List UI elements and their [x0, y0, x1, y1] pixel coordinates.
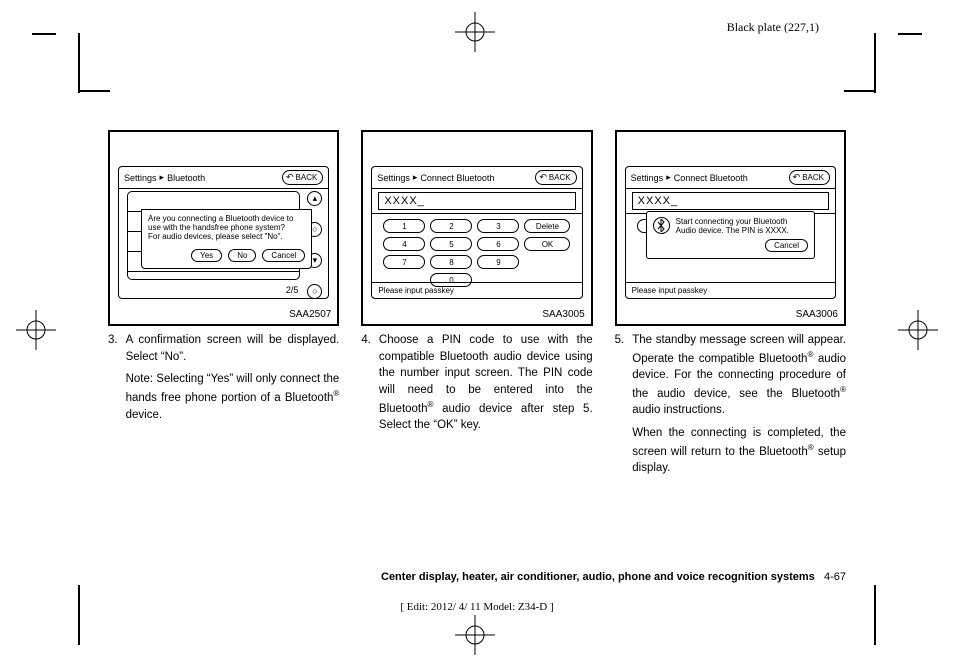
cancel-button[interactable]: Cancel	[262, 249, 305, 262]
crop-mark	[844, 90, 876, 92]
registration-mark-icon	[898, 310, 938, 350]
screen-footer: Please input passkey	[372, 282, 581, 298]
dialog-text: use with the handsfree phone system?	[148, 223, 305, 232]
keypad: 1 2 3 Delete 4 5 6 OK 7	[372, 214, 581, 287]
section-title: Center display, heater, air conditioner,…	[381, 571, 815, 583]
back-arrow-icon: ↶	[793, 172, 801, 183]
cancel-button[interactable]: Cancel	[765, 239, 808, 252]
figure-1: Settings ▸ Bluetooth ↶ BACK ▴	[108, 130, 339, 326]
breadcrumb: Settings ▸ Bluetooth ↶ BACK	[119, 167, 328, 189]
chevron-right-icon: ▸	[666, 172, 671, 183]
column-3: Settings ▸ Connect Bluetooth ↶ BACK XXXX…	[615, 130, 846, 483]
key-7[interactable]: 7	[383, 255, 425, 269]
edit-line: [ Edit: 2012/ 4/ 11 Model: Z34-D ]	[0, 601, 954, 613]
key-6[interactable]: 6	[477, 237, 519, 251]
key-1[interactable]: 1	[383, 219, 425, 233]
column-1: Settings ▸ Bluetooth ↶ BACK ▴	[108, 130, 339, 483]
back-button-label: BACK	[296, 173, 318, 182]
figure-2: Settings ▸ Connect Bluetooth ↶ BACK XXXX…	[361, 130, 592, 326]
registered-trademark-icon: ®	[428, 400, 434, 409]
registration-mark-icon	[455, 12, 495, 52]
step-text: audio instructions.	[632, 404, 725, 416]
key-3[interactable]: 3	[477, 219, 519, 233]
registered-trademark-icon: ®	[807, 350, 813, 359]
crop-mark	[32, 33, 56, 35]
registered-trademark-icon: ®	[333, 389, 339, 398]
registration-mark-icon	[455, 615, 495, 655]
figure-2-screen: Settings ▸ Connect Bluetooth ↶ BACK XXXX…	[371, 166, 582, 299]
column-2: Settings ▸ Connect Bluetooth ↶ BACK XXXX…	[361, 130, 592, 483]
key-5[interactable]: 5	[430, 237, 472, 251]
circle-icon[interactable]: ○	[307, 284, 322, 299]
dialog-text: Are you connecting a Bluetooth device to	[148, 214, 305, 223]
figure-label: SAA2507	[289, 309, 331, 320]
registered-trademark-icon: ®	[808, 443, 814, 452]
page-footer: Center display, heater, air conditioner,…	[108, 571, 846, 583]
delete-button[interactable]: Delete	[524, 219, 570, 233]
step-note: device.	[126, 409, 162, 421]
step-5-text: 5. The standby message screen will appea…	[615, 332, 846, 483]
breadcrumb: Settings ▸ Connect Bluetooth ↶ BACK	[626, 167, 835, 189]
yes-button[interactable]: Yes	[191, 249, 222, 262]
key-9[interactable]: 9	[477, 255, 519, 269]
bluetooth-icon	[653, 217, 670, 234]
figure-label: SAA3005	[542, 309, 584, 320]
breadcrumb-item: Connect Bluetooth	[674, 173, 748, 183]
step-text: The standby message screen will appear. …	[632, 334, 846, 365]
breadcrumb-item: Settings	[631, 173, 664, 183]
back-arrow-icon: ↶	[539, 172, 547, 183]
key-2[interactable]: 2	[430, 219, 472, 233]
connecting-dialog: Start connecting your Bluetooth Audio de…	[646, 211, 815, 259]
registration-mark-icon	[16, 310, 56, 350]
dialog-text: Audio device. The PIN is XXXX.	[676, 226, 789, 235]
passkey-input[interactable]: XXXX_	[378, 192, 575, 210]
ok-button[interactable]: OK	[524, 237, 570, 251]
crop-mark	[78, 33, 80, 93]
scroll-up-icon[interactable]: ▴	[307, 191, 322, 206]
chevron-right-icon: ▸	[413, 172, 418, 183]
figure-3-screen: Settings ▸ Connect Bluetooth ↶ BACK XXXX…	[625, 166, 836, 299]
content-columns: Settings ▸ Bluetooth ↶ BACK ▴	[108, 130, 846, 483]
step-number: 4.	[361, 332, 371, 440]
registered-trademark-icon: ®	[840, 385, 846, 394]
back-button-label: BACK	[802, 173, 824, 182]
breadcrumb-item: Connect Bluetooth	[420, 173, 494, 183]
crop-mark	[874, 585, 876, 645]
step-3-text: 3. A confirmation screen will be display…	[108, 332, 339, 429]
screen-footer: Please input passkey	[626, 282, 835, 298]
passkey-input[interactable]: XXXX_	[632, 192, 829, 210]
crop-mark	[78, 585, 80, 645]
back-button[interactable]: ↶ BACK	[789, 170, 830, 185]
chevron-right-icon: ▸	[160, 172, 165, 183]
key-4[interactable]: 4	[383, 237, 425, 251]
crop-mark	[874, 33, 876, 93]
page-number: 4-67	[824, 571, 846, 583]
back-arrow-icon: ↶	[286, 172, 294, 183]
step-note: Note: Selecting “Yes” will only connect …	[126, 373, 340, 404]
step-number: 5.	[615, 332, 625, 483]
figure-3: Settings ▸ Connect Bluetooth ↶ BACK XXXX…	[615, 130, 846, 326]
pager: 2/5	[286, 285, 299, 295]
confirmation-dialog: Are you connecting a Bluetooth device to…	[141, 209, 312, 269]
figure-label: SAA3006	[796, 309, 838, 320]
back-button[interactable]: ↶ BACK	[282, 170, 323, 185]
crop-mark	[78, 90, 110, 92]
key-8[interactable]: 8	[430, 255, 472, 269]
step-number: 3.	[108, 332, 118, 429]
crop-mark	[898, 33, 922, 35]
page: Black plate (227,1) Settings ▸	[0, 0, 954, 661]
breadcrumb-item: Settings	[377, 173, 410, 183]
breadcrumb: Settings ▸ Connect Bluetooth ↶ BACK	[372, 167, 581, 189]
no-button[interactable]: No	[228, 249, 256, 262]
back-button[interactable]: ↶ BACK	[535, 170, 576, 185]
back-button-label: BACK	[549, 173, 571, 182]
breadcrumb-item: Bluetooth	[167, 173, 205, 183]
plate-label: Black plate (227,1)	[727, 20, 819, 35]
dialog-text: For audio devices, please select "No".	[148, 232, 305, 241]
dialog-text: Start connecting your Bluetooth	[676, 217, 789, 226]
figure-1-screen: Settings ▸ Bluetooth ↶ BACK ▴	[118, 166, 329, 299]
step-4-text: 4. Choose a PIN code to use with the com…	[361, 332, 592, 440]
breadcrumb-item: Settings	[124, 173, 157, 183]
step-text: A confirmation screen will be displayed.…	[126, 332, 340, 365]
